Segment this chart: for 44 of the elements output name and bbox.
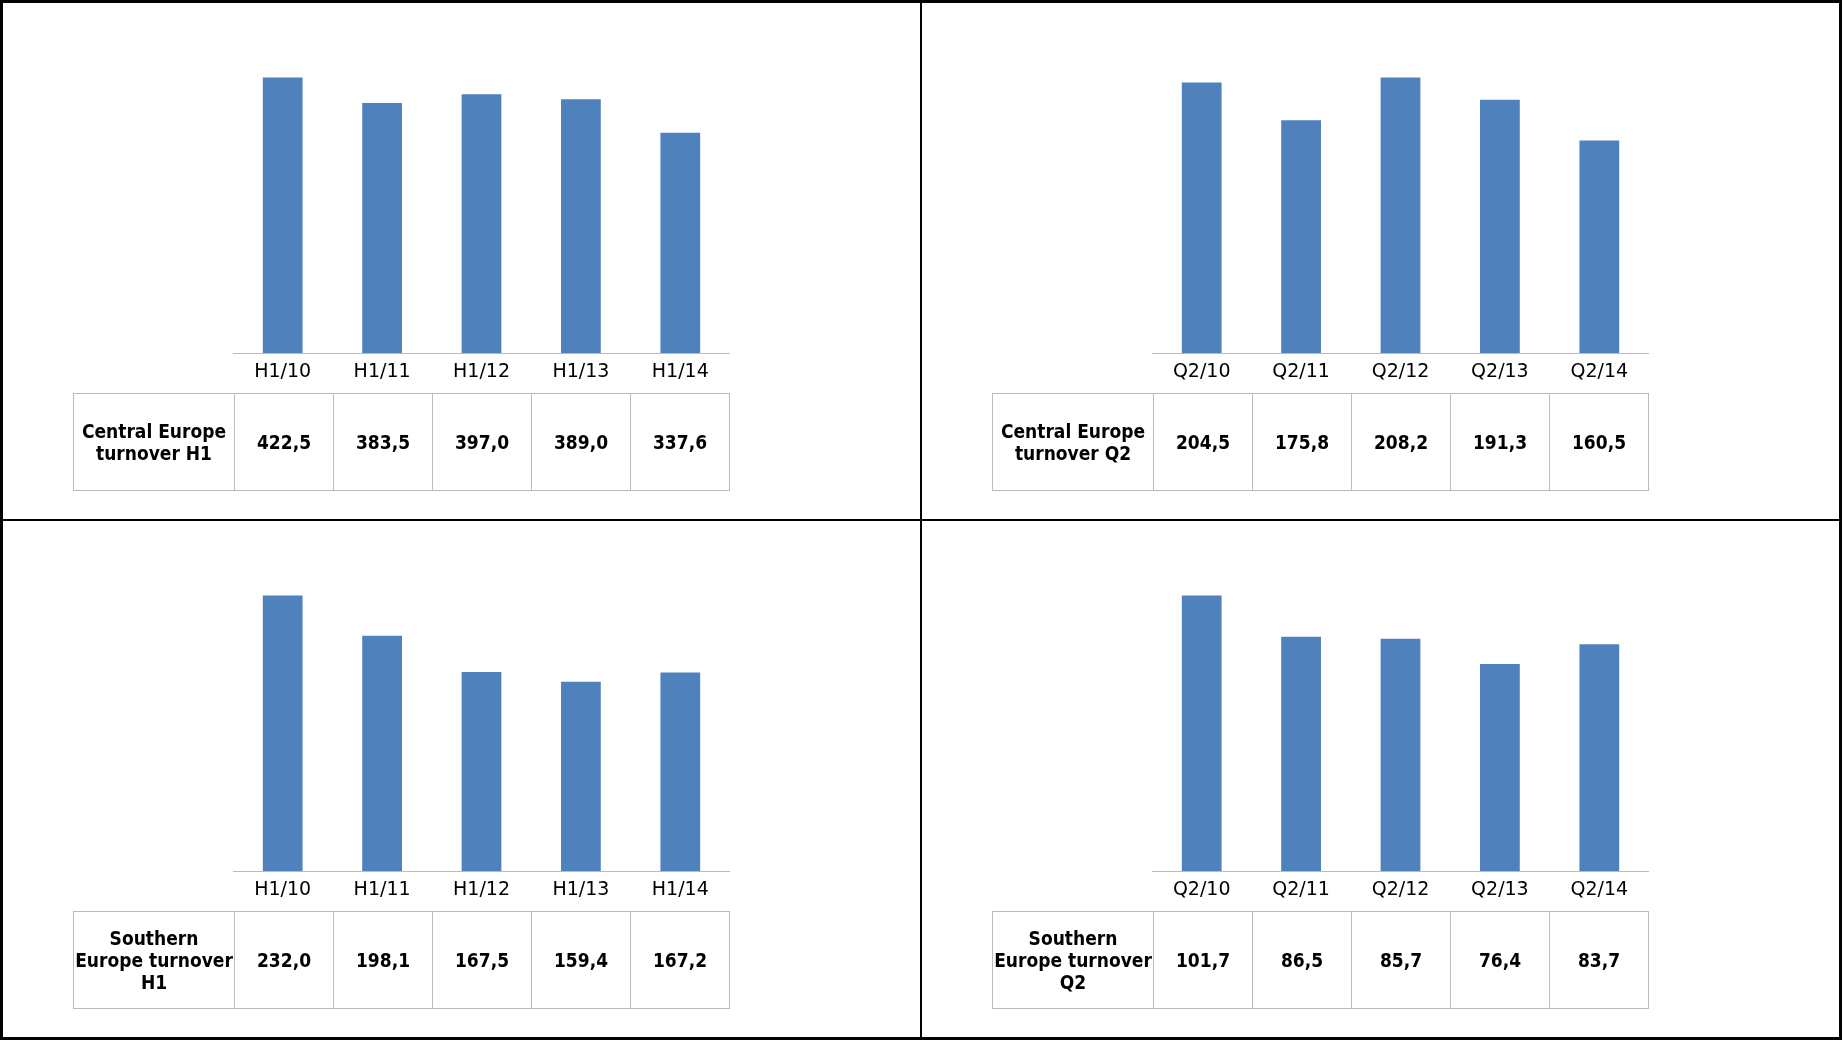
x-tick-label: Q2/14 xyxy=(1570,358,1629,381)
data-label: 208,2 xyxy=(1351,393,1451,491)
x-tick-label: Q2/10 xyxy=(1172,358,1231,381)
x-tick-label: H1/14 xyxy=(651,358,709,381)
data-label: 383,5 xyxy=(333,393,433,491)
x-tick-label: H1/14 xyxy=(651,876,709,899)
data-label: 397,0 xyxy=(432,393,532,491)
data-label: 232,0 xyxy=(234,911,334,1009)
x-tick-label: Q2/12 xyxy=(1371,358,1430,381)
x-tick-label: H1/12 xyxy=(453,876,510,899)
x-tick-label: H1/13 xyxy=(552,358,610,381)
data-label: 159,4 xyxy=(531,911,631,1009)
x-tick-label: H1/13 xyxy=(552,876,610,899)
x-tick-label: Q2/11 xyxy=(1272,876,1330,899)
data-label: 101,7 xyxy=(1153,911,1253,1009)
x-tick-label: H1/11 xyxy=(353,358,411,381)
data-label: 204,5 xyxy=(1153,393,1253,491)
x-tick-label: Q2/10 xyxy=(1172,876,1231,899)
x-tick-label: H1/10 xyxy=(254,876,312,899)
x-tick-label: Q2/13 xyxy=(1471,358,1529,381)
data-label: 167,2 xyxy=(630,911,730,1009)
x-tick-label: Q2/14 xyxy=(1570,876,1629,899)
x-tick-label: H1/11 xyxy=(353,876,411,899)
x-tick-label: Q2/11 xyxy=(1272,358,1330,381)
data-label: 337,6 xyxy=(630,393,730,491)
x-tick-label: Q2/12 xyxy=(1371,876,1430,899)
data-label: 191,3 xyxy=(1450,393,1550,491)
data-label: 83,7 xyxy=(1549,911,1649,1009)
text: Central Europe turnover Q2 xyxy=(992,393,1154,491)
data-label: 198,1 xyxy=(333,911,433,1009)
text: Central Europe turnover H1 xyxy=(73,393,235,491)
data-label: 422,5 xyxy=(234,393,334,491)
x-tick-label: Q2/13 xyxy=(1471,876,1529,899)
data-label: 389,0 xyxy=(531,393,631,491)
data-label: 76,4 xyxy=(1450,911,1550,1009)
text: Southern Europe turnover Q2 xyxy=(992,911,1154,1009)
data-label: 167,5 xyxy=(432,911,532,1009)
data-label: 85,7 xyxy=(1351,911,1451,1009)
x-tick-label: H1/12 xyxy=(453,358,510,381)
data-label: 86,5 xyxy=(1252,911,1352,1009)
x-tick-label: H1/10 xyxy=(254,358,312,381)
data-label: 175,8 xyxy=(1252,393,1352,491)
text: Southern Europe turnover H1 xyxy=(73,911,235,1009)
data-label: 160,5 xyxy=(1549,393,1649,491)
